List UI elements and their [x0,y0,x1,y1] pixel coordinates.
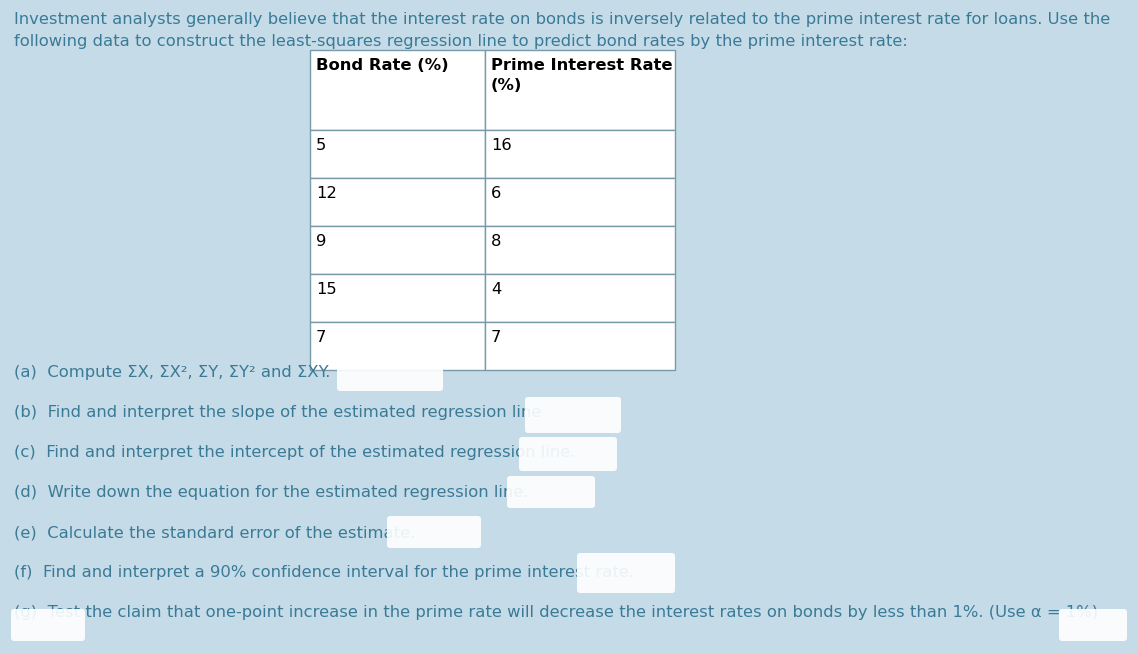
Text: 6: 6 [490,186,502,201]
Text: Investment analysts generally believe that the interest rate on bonds is inverse: Investment analysts generally believe th… [14,12,1111,27]
FancyBboxPatch shape [519,437,617,471]
Bar [310,130,485,178]
FancyBboxPatch shape [508,476,595,508]
Text: (d)  Write down the equation for the estimated regression line.: (d) Write down the equation for the esti… [14,485,528,500]
FancyBboxPatch shape [337,359,443,391]
Text: 9: 9 [316,234,327,249]
FancyBboxPatch shape [11,609,85,641]
Text: 15: 15 [316,282,337,297]
Bar [310,274,485,322]
Text: (g)  Test the claim that one-point increase in the prime rate will decrease the : (g) Test the claim that one-point increa… [14,605,1098,620]
Text: Prime Interest Rate
(%): Prime Interest Rate (%) [490,58,673,93]
Text: Bond Rate (%): Bond Rate (%) [316,58,448,73]
FancyBboxPatch shape [525,397,621,433]
Text: (e)  Calculate the standard error of the estimate.: (e) Calculate the standard error of the … [14,525,415,540]
Text: following data to construct the least-squares regression line to predict bond ra: following data to construct the least-sq… [14,34,908,49]
Text: (a)  Compute ΣX, ΣX², ΣY, ΣY² and ΣXY.: (a) Compute ΣX, ΣX², ΣY, ΣY² and ΣXY. [14,365,330,380]
Text: 7: 7 [490,330,502,345]
Text: 12: 12 [316,186,337,201]
Text: 16: 16 [490,138,512,153]
Text: 7: 7 [316,330,327,345]
Bar [485,178,675,226]
Text: 4: 4 [490,282,501,297]
Bar [310,322,485,370]
Text: (c)  Find and interpret the intercept of the estimated regression line.: (c) Find and interpret the intercept of … [14,445,575,460]
Text: 5: 5 [316,138,327,153]
Bar [310,226,485,274]
Bar [485,130,675,178]
Bar [485,274,675,322]
FancyBboxPatch shape [387,516,481,548]
FancyBboxPatch shape [1059,609,1127,641]
Bar [310,178,485,226]
Bar [485,226,675,274]
Bar [485,322,675,370]
Text: (f)  Find and interpret a 90% confidence interval for the prime interest rate.: (f) Find and interpret a 90% confidence … [14,565,634,580]
Text: (b)  Find and interpret the slope of the estimated regression line: (b) Find and interpret the slope of the … [14,405,542,420]
Text: 8: 8 [490,234,502,249]
Bar [310,50,485,130]
Bar [485,50,675,130]
FancyBboxPatch shape [577,553,675,593]
